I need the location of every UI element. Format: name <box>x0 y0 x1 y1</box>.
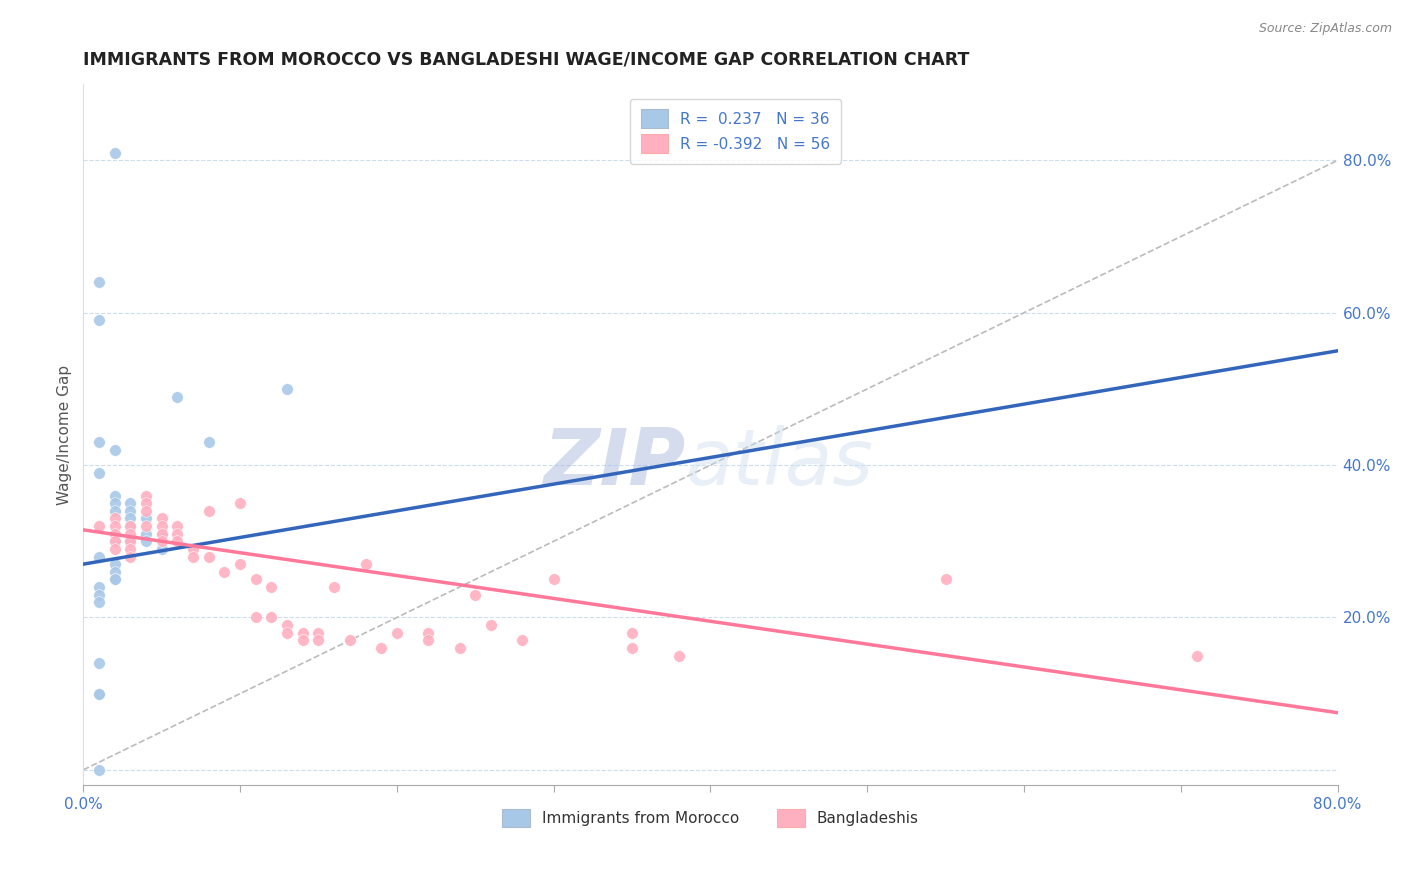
Point <box>104 573 127 587</box>
Point <box>87 580 110 594</box>
Point <box>87 466 110 480</box>
Text: IMMIGRANTS FROM MOROCCO VS BANGLADESHI WAGE/INCOME GAP CORRELATION CHART: IMMIGRANTS FROM MOROCCO VS BANGLADESHI W… <box>83 51 970 69</box>
Point <box>323 580 346 594</box>
Point <box>150 534 173 549</box>
Point <box>135 534 157 549</box>
Point <box>418 633 440 648</box>
Point <box>370 640 392 655</box>
Point <box>276 382 298 396</box>
Point <box>104 496 127 510</box>
Point <box>104 565 127 579</box>
Point <box>197 435 219 450</box>
Point <box>104 534 127 549</box>
Point <box>87 595 110 609</box>
Point <box>339 633 361 648</box>
Point <box>135 496 157 510</box>
Point <box>87 687 110 701</box>
Point <box>479 618 502 632</box>
Point <box>135 504 157 518</box>
Point <box>418 625 440 640</box>
Point <box>120 519 142 533</box>
Point <box>104 526 127 541</box>
Y-axis label: Wage/Income Gap: Wage/Income Gap <box>58 365 72 505</box>
Point <box>104 557 127 571</box>
Point <box>87 519 110 533</box>
Point <box>510 633 533 648</box>
Point <box>291 633 314 648</box>
Point <box>166 534 188 549</box>
Point <box>166 519 188 533</box>
Point <box>245 573 267 587</box>
Point <box>87 656 110 670</box>
Text: atlas: atlas <box>685 425 873 500</box>
Point <box>385 625 408 640</box>
Point <box>104 145 127 160</box>
Point <box>181 541 204 556</box>
Point <box>104 442 127 457</box>
Point <box>276 618 298 632</box>
Point <box>166 526 188 541</box>
Point <box>104 573 127 587</box>
Point <box>150 526 173 541</box>
Text: ZIP: ZIP <box>543 425 685 500</box>
Point <box>120 541 142 556</box>
Point <box>354 557 377 571</box>
Point <box>229 496 252 510</box>
Point <box>1185 648 1208 663</box>
Point <box>120 534 142 549</box>
Point <box>87 763 110 777</box>
Point <box>135 511 157 525</box>
Point <box>104 534 127 549</box>
Point <box>104 511 127 525</box>
Point <box>197 549 219 564</box>
Point <box>120 526 142 541</box>
Point <box>245 610 267 624</box>
Point <box>135 526 157 541</box>
Point <box>120 534 142 549</box>
Text: Source: ZipAtlas.com: Source: ZipAtlas.com <box>1258 22 1392 36</box>
Point <box>464 588 486 602</box>
Point <box>87 275 110 289</box>
Point <box>150 526 173 541</box>
Point <box>291 625 314 640</box>
Point <box>104 519 127 533</box>
Point <box>166 390 188 404</box>
Point <box>150 511 173 525</box>
Point <box>150 541 173 556</box>
Point <box>668 648 690 663</box>
Point <box>621 640 644 655</box>
Point <box>181 549 204 564</box>
Point <box>120 511 142 525</box>
Point <box>87 687 110 701</box>
Point <box>935 573 957 587</box>
Point <box>214 565 236 579</box>
Point <box>308 625 330 640</box>
Point <box>120 496 142 510</box>
Point <box>87 313 110 327</box>
Point <box>260 580 283 594</box>
Point <box>621 625 644 640</box>
Point <box>276 625 298 640</box>
Point <box>104 504 127 518</box>
Point <box>229 557 252 571</box>
Point <box>104 489 127 503</box>
Legend: Immigrants from Morocco, Bangladeshis: Immigrants from Morocco, Bangladeshis <box>496 803 925 833</box>
Point <box>120 504 142 518</box>
Point <box>120 534 142 549</box>
Point <box>150 519 173 533</box>
Point <box>120 519 142 533</box>
Point <box>135 519 157 533</box>
Point <box>104 541 127 556</box>
Point <box>197 504 219 518</box>
Point <box>308 633 330 648</box>
Point <box>449 640 471 655</box>
Point <box>260 610 283 624</box>
Point <box>87 549 110 564</box>
Point <box>120 549 142 564</box>
Point <box>87 588 110 602</box>
Point <box>87 435 110 450</box>
Point <box>135 489 157 503</box>
Point <box>543 573 565 587</box>
